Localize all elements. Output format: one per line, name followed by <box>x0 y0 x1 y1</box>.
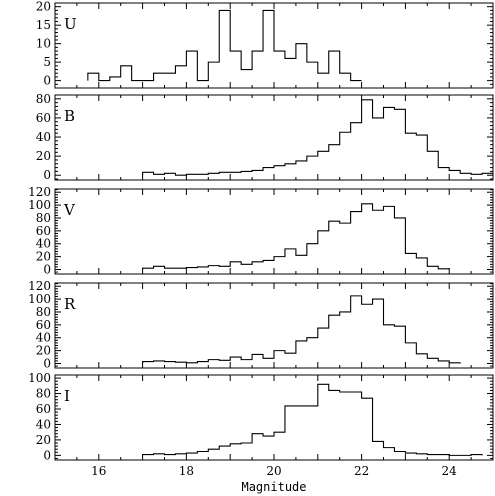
y-tick-label-i: 60 <box>36 402 51 416</box>
histogram-steps-u <box>87 9 362 82</box>
x-tick-label: 20 <box>266 464 281 478</box>
x-tick-label: 22 <box>354 464 369 478</box>
panel-frame-i <box>54 374 494 461</box>
panel-b: 0 20 40 60 80 B <box>36 92 494 182</box>
panels-group: 05101520U020406080B020406080100120V02040… <box>28 0 494 478</box>
histogram-steps-i <box>142 383 483 456</box>
y-tick-label-v: 40 <box>36 237 51 251</box>
y-tick-label-b: 80 <box>36 92 51 106</box>
y-tick-label-u: 5 <box>43 55 51 69</box>
panel-label-i: I <box>64 387 70 405</box>
y-tick-label-r: 60 <box>36 318 51 332</box>
y-tick-label-u: 0 <box>43 74 51 88</box>
x-tick-label: 24 <box>442 464 458 478</box>
panel-u: 0 5 10 15 20 U <box>36 0 494 89</box>
y-tick-label-v: 80 <box>36 211 51 225</box>
y-tick-label-r: 40 <box>36 331 51 345</box>
panel-label-b: B <box>64 107 75 125</box>
y-tick-label-b: 40 <box>36 130 51 144</box>
y-tick-label-r: 80 <box>36 305 51 319</box>
y-tick-label-v: 120 <box>28 185 51 199</box>
y-tick-label-r: 100 <box>28 292 51 306</box>
y-tick-label-v: 60 <box>36 224 51 238</box>
x-tick-label: 18 <box>179 464 194 478</box>
y-tick-label-u: 15 <box>36 18 51 32</box>
y-tick-label-b: 0 <box>43 168 51 182</box>
x-tick-label: 16 <box>91 464 106 478</box>
y-tick-label-i: 40 <box>36 417 51 431</box>
panel-label-u: U <box>64 15 77 33</box>
y-tick-label-v: 0 <box>43 262 51 276</box>
y-tick-label-v: 100 <box>28 198 51 212</box>
x-axis-label: Magnitude <box>241 480 306 494</box>
y-tick-label-b: 20 <box>36 149 51 163</box>
y-tick-label-r: 0 <box>43 356 51 370</box>
y-tick-label-v: 20 <box>36 250 51 264</box>
panel-label-v: V <box>63 201 76 219</box>
y-tick-label-i: 100 <box>28 371 51 385</box>
histogram-steps-v <box>142 203 450 270</box>
y-tick-label-r: 20 <box>36 344 51 358</box>
histogram-steps-r <box>142 295 461 364</box>
panel-label-r: R <box>64 295 76 313</box>
y-tick-label-i: 80 <box>36 387 51 401</box>
y-tick-label-r: 120 <box>28 279 51 293</box>
y-tick-label-i: 0 <box>43 448 51 462</box>
histogram-steps-b <box>142 99 494 176</box>
y-tick-label-u: 20 <box>36 0 51 14</box>
y-tick-label-i: 20 <box>36 433 51 447</box>
y-tick-label-u: 10 <box>36 37 51 51</box>
y-tick-label-b: 60 <box>36 111 51 125</box>
